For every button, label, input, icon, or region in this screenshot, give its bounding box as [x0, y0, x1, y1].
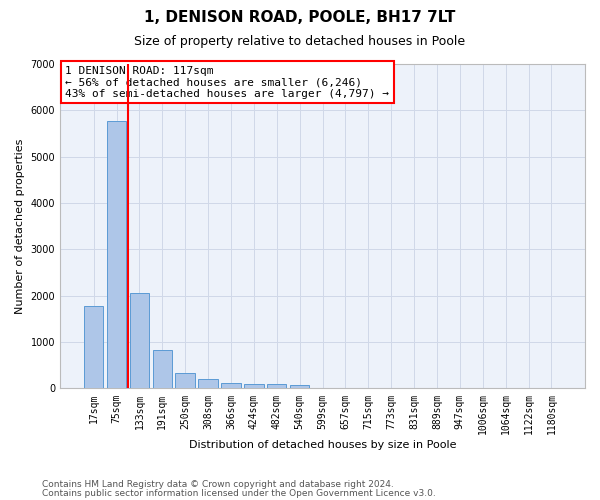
Bar — [175, 372, 195, 388]
Bar — [84, 306, 103, 388]
Text: Size of property relative to detached houses in Poole: Size of property relative to detached ho… — [134, 35, 466, 48]
Bar — [152, 350, 172, 389]
Bar — [290, 385, 310, 388]
Bar — [199, 380, 218, 388]
X-axis label: Distribution of detached houses by size in Poole: Distribution of detached houses by size … — [189, 440, 456, 450]
Bar — [107, 120, 126, 388]
Bar — [221, 383, 241, 388]
Text: 1, DENISON ROAD, POOLE, BH17 7LT: 1, DENISON ROAD, POOLE, BH17 7LT — [145, 10, 455, 25]
Bar — [267, 384, 286, 388]
Text: 1 DENISON ROAD: 117sqm
← 56% of detached houses are smaller (6,246)
43% of semi-: 1 DENISON ROAD: 117sqm ← 56% of detached… — [65, 66, 389, 99]
Y-axis label: Number of detached properties: Number of detached properties — [15, 138, 25, 314]
Text: Contains public sector information licensed under the Open Government Licence v3: Contains public sector information licen… — [42, 488, 436, 498]
Bar — [244, 384, 263, 388]
Bar — [130, 293, 149, 388]
Text: Contains HM Land Registry data © Crown copyright and database right 2024.: Contains HM Land Registry data © Crown c… — [42, 480, 394, 489]
